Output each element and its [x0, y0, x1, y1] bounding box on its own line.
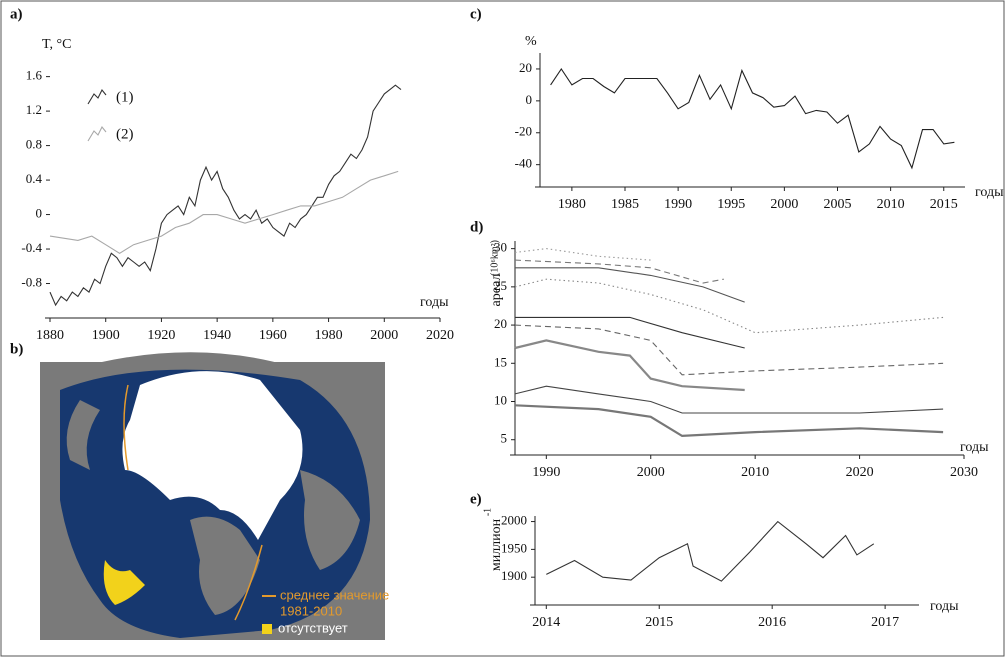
- series-line: [50, 85, 401, 305]
- y-axis-label: миллион: [489, 518, 504, 571]
- y-tick-label: 5: [501, 431, 508, 446]
- y-tick-label: 1900: [501, 568, 527, 583]
- legend-label: (1): [116, 89, 134, 105]
- x-tick-label: 2005: [824, 197, 852, 212]
- x-tick-label: 1990: [532, 465, 560, 480]
- x-tick-label: 1880: [36, 328, 64, 343]
- series-line: [515, 279, 943, 333]
- x-tick-label: 2000: [370, 328, 398, 343]
- y-tick-label: -0.4: [21, 240, 42, 255]
- panel-label: b): [10, 341, 23, 357]
- y-tick-label: 0.4: [26, 171, 43, 186]
- y-tick-label: 20: [494, 316, 507, 331]
- y-tick-label: 1950: [501, 540, 527, 555]
- y-tick-label: 1.2: [26, 102, 42, 117]
- panel-label: a): [10, 6, 23, 22]
- x-axis-label: годы: [420, 295, 449, 310]
- series-line: [50, 171, 398, 253]
- x-tick-label: 1900: [92, 328, 120, 343]
- x-tick-label: 1995: [717, 197, 745, 212]
- y-axis-unit: (10⁶km²): [489, 240, 500, 276]
- y-axis-label: T, °C: [42, 37, 71, 52]
- series-line: [546, 522, 874, 582]
- x-tick-label: 2016: [758, 615, 786, 630]
- series-line: [515, 405, 943, 436]
- x-tick-label: 2017: [871, 615, 899, 630]
- y-tick-label: 15: [494, 354, 507, 369]
- x-tick-label: 2010: [741, 465, 769, 480]
- y-tick-label: 0: [36, 206, 43, 221]
- map-legend: отсутствует: [278, 620, 348, 635]
- x-tick-label: 2000: [770, 197, 798, 212]
- x-tick-label: 1980: [315, 328, 343, 343]
- y-tick-label: -0.8: [21, 275, 42, 290]
- x-tick-label: 2000: [637, 465, 665, 480]
- x-axis-label: годы: [975, 185, 1004, 200]
- y-axis-label: ареал: [489, 274, 504, 307]
- series-line: [515, 340, 745, 390]
- map-legend: 1981-2010: [280, 603, 342, 618]
- x-tick-label: 2030: [950, 465, 978, 480]
- x-tick-label: 2020: [426, 328, 454, 343]
- series-line: [551, 69, 955, 168]
- panel-label: d): [470, 219, 483, 235]
- legend-label: (2): [116, 126, 134, 142]
- x-tick-label: 1960: [259, 328, 287, 343]
- series-line: [515, 317, 745, 348]
- x-tick-label: 1940: [203, 328, 231, 343]
- y-tick-label: -40: [515, 156, 532, 171]
- x-tick-label: 2010: [877, 197, 905, 212]
- y-tick-label: 0.8: [26, 137, 42, 152]
- x-tick-label: 2015: [645, 615, 673, 630]
- legend-swatch: [88, 90, 106, 104]
- panel-label: e): [470, 491, 482, 507]
- x-tick-label: 1980: [558, 197, 586, 212]
- y-tick-label: -20: [515, 124, 532, 139]
- y-tick-label: 10: [494, 392, 507, 407]
- x-axis-label: годы: [930, 599, 959, 614]
- panel-label: c): [470, 6, 482, 22]
- y-tick-label: 1.6: [26, 68, 43, 83]
- y-tick-label: 0: [526, 92, 533, 107]
- y-tick-label: 20: [519, 60, 532, 75]
- y-axis-unit: -1: [482, 508, 493, 516]
- legend-swatch: [88, 127, 106, 141]
- y-tick-label: 2000: [501, 513, 527, 528]
- series-line: [515, 325, 943, 375]
- x-tick-label: 2014: [532, 615, 560, 630]
- x-tick-label: 1920: [147, 328, 175, 343]
- x-tick-label: 1985: [611, 197, 639, 212]
- x-axis-label: годы: [960, 440, 989, 455]
- series-line: [515, 249, 651, 261]
- x-tick-label: 2020: [846, 465, 874, 480]
- figure: b) среднее значение 1981-2010 отсутствуе…: [0, 0, 1005, 657]
- x-tick-label: 2015: [930, 197, 958, 212]
- y-axis-label: %: [525, 34, 537, 49]
- series-line: [515, 268, 745, 302]
- map-legend: среднее значение: [280, 587, 389, 602]
- x-tick-label: 1990: [664, 197, 692, 212]
